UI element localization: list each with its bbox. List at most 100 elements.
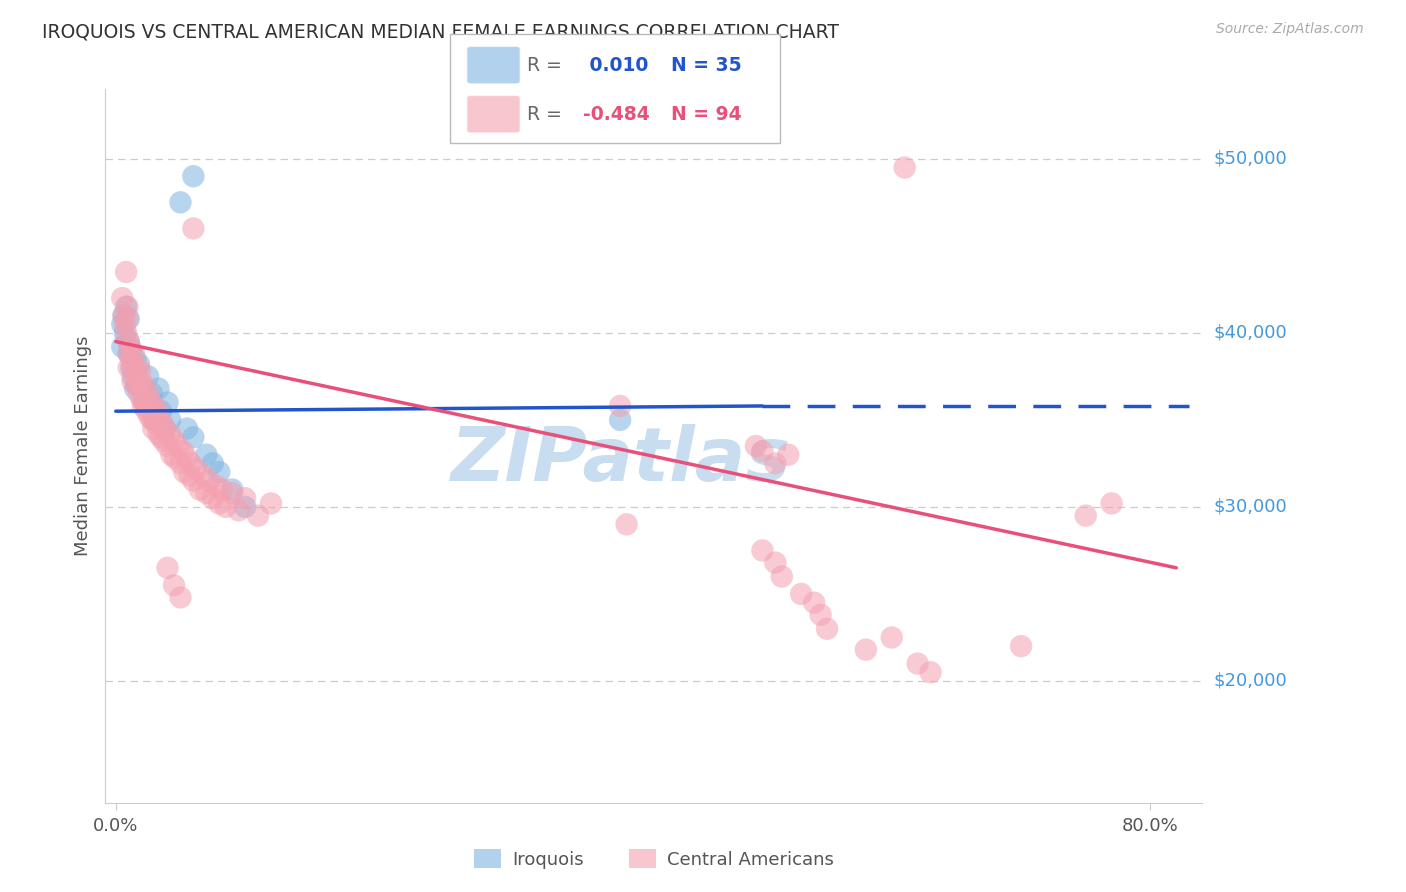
Point — [118, 347, 141, 361]
Point — [121, 360, 143, 375]
Point — [118, 340, 141, 354]
Text: N = 94: N = 94 — [671, 104, 741, 124]
Point — [167, 439, 190, 453]
Point — [120, 351, 142, 366]
Point — [1074, 508, 1097, 523]
Point — [150, 404, 173, 418]
Point — [135, 395, 157, 409]
Point — [880, 631, 903, 645]
Point — [184, 461, 207, 475]
Point — [609, 413, 631, 427]
Point — [609, 399, 631, 413]
Point — [115, 265, 138, 279]
Point — [173, 465, 195, 479]
Point — [215, 500, 238, 514]
Text: IROQUOIS VS CENTRAL AMERICAN MEDIAN FEMALE EARNINGS CORRELATION CHART: IROQUOIS VS CENTRAL AMERICAN MEDIAN FEMA… — [42, 22, 839, 41]
Point — [129, 364, 152, 378]
Point — [751, 543, 773, 558]
Point — [121, 375, 143, 389]
Point — [135, 404, 157, 418]
Point — [233, 500, 256, 514]
Point — [751, 444, 773, 458]
Point — [176, 421, 198, 435]
Point — [112, 309, 135, 323]
Point — [128, 357, 150, 371]
Point — [136, 386, 159, 401]
Point — [143, 413, 166, 427]
Point — [114, 326, 136, 340]
Point — [156, 439, 179, 453]
Point — [1010, 639, 1032, 653]
Point — [134, 378, 156, 392]
Point — [169, 591, 191, 605]
Point — [745, 439, 768, 453]
Point — [790, 587, 813, 601]
Point — [172, 444, 194, 458]
Point — [148, 382, 170, 396]
Point — [124, 351, 146, 366]
Point — [139, 395, 162, 409]
Point — [198, 474, 221, 488]
Point — [159, 426, 181, 441]
Point — [160, 448, 183, 462]
Point — [778, 448, 800, 462]
Point — [810, 607, 832, 622]
Text: R =: R = — [527, 55, 562, 75]
Point — [260, 496, 283, 510]
Point — [141, 386, 163, 401]
Point — [131, 378, 153, 392]
Point — [763, 457, 786, 471]
Point — [115, 326, 138, 340]
Text: R =: R = — [527, 104, 562, 124]
Point — [131, 378, 153, 392]
Text: -0.484: -0.484 — [583, 104, 650, 124]
Point — [1101, 496, 1123, 510]
Text: 0.010: 0.010 — [583, 55, 648, 75]
Point — [247, 508, 270, 523]
Point — [169, 457, 191, 471]
Point — [180, 457, 202, 471]
Point — [120, 343, 142, 358]
Point — [118, 312, 141, 326]
Point — [193, 468, 215, 483]
Point — [616, 517, 638, 532]
Point — [176, 451, 198, 466]
Point — [183, 474, 205, 488]
Point — [141, 413, 163, 427]
Point — [128, 386, 150, 401]
Point — [195, 486, 218, 500]
Point — [111, 317, 134, 331]
Point — [118, 334, 141, 349]
Point — [169, 195, 191, 210]
Point — [121, 369, 143, 384]
Point — [156, 395, 179, 409]
Point — [893, 161, 915, 175]
Point — [118, 360, 141, 375]
Point — [205, 479, 228, 493]
Point — [125, 378, 148, 392]
Point — [221, 486, 243, 500]
Point — [118, 347, 141, 361]
Y-axis label: Median Female Earnings: Median Female Earnings — [73, 335, 91, 557]
Point — [111, 291, 134, 305]
Point — [815, 622, 838, 636]
Point — [233, 491, 256, 506]
Text: $40,000: $40,000 — [1213, 324, 1286, 342]
Point — [201, 491, 224, 506]
Point — [188, 483, 211, 497]
Point — [201, 457, 224, 471]
Point — [195, 448, 218, 462]
Point — [146, 404, 169, 418]
Point — [183, 430, 205, 444]
Point — [153, 421, 176, 435]
Point — [165, 451, 187, 466]
Point — [920, 665, 942, 680]
Point — [120, 360, 142, 375]
Point — [163, 434, 186, 448]
Point — [156, 561, 179, 575]
Point — [115, 300, 138, 314]
Legend: Iroquois, Central Americans: Iroquois, Central Americans — [467, 842, 841, 876]
Point — [183, 169, 205, 184]
Point — [117, 300, 139, 314]
Point — [855, 642, 877, 657]
